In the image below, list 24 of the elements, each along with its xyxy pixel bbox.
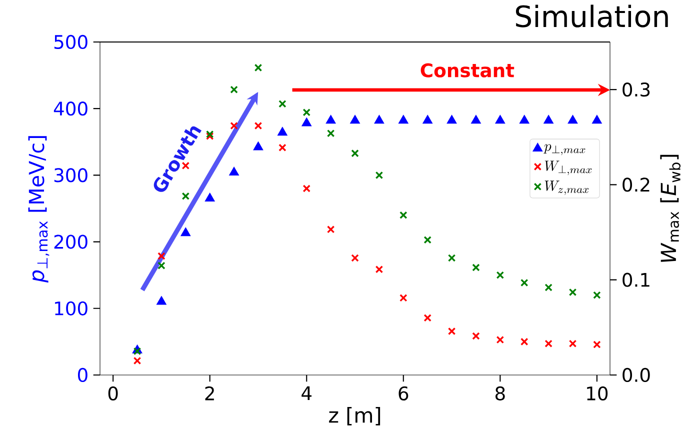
y2-tick-label: 0.0 — [622, 368, 650, 382]
x-axis-title: z [m] — [329, 406, 380, 426]
y-tick-label: 0 — [78, 368, 88, 382]
x-tick-label: 4 — [302, 386, 312, 400]
y-tick-label: 400 — [54, 102, 88, 116]
x-tick-label: 0 — [108, 386, 118, 400]
y-tick-label: 500 — [54, 34, 88, 50]
legend-label: $W_{z, max}$ — [544, 180, 589, 195]
x-tick-label: 2 — [205, 386, 214, 400]
x-tick-label: 6 — [398, 386, 408, 400]
y-tick-label: 200 — [54, 234, 88, 249]
y2-tick-label: 0.2 — [622, 178, 650, 192]
x-tick-label: 10 — [587, 386, 608, 400]
annotation: Constant — [420, 63, 514, 78]
y2-tick-label: 0.3 — [622, 82, 650, 97]
y2-tick-label: 0.1 — [622, 272, 650, 287]
y-tick-label: 300 — [54, 168, 88, 182]
y2-axis-title: W$_{max}$ [E$_{wb}$] — [660, 154, 681, 262]
x-tick-label: 8 — [496, 386, 505, 400]
legend-label: $W_{\perp, max}$ — [544, 160, 592, 176]
y-axis-title: p$_{⊥,max}$ [MeV/c] — [28, 136, 50, 283]
y-tick-label: 100 — [55, 301, 88, 316]
legend-label: $p_{\perp, max}$ — [544, 144, 586, 156]
chart-title: Simulation — [516, 4, 668, 28]
